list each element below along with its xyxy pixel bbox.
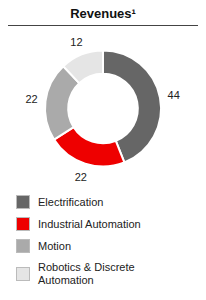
html-text:Industrial Automation: Industrial Automation (38, 217, 141, 230)
svg-text:22: 22 (25, 93, 37, 105)
html-text:Electrification: Electrification (38, 195, 104, 208)
svg-text:44: 44 (168, 89, 180, 101)
html-text:Revenues¹: Revenues¹ (70, 6, 136, 21)
html-text:Robotics & Discrete: Robotics & Discrete (38, 261, 135, 273)
html-text:Motion: Motion (38, 239, 71, 252)
svg-text:12: 12 (70, 36, 82, 48)
svg-text:22: 22 (75, 171, 87, 183)
html-text:Automation: Automation (38, 274, 94, 286)
